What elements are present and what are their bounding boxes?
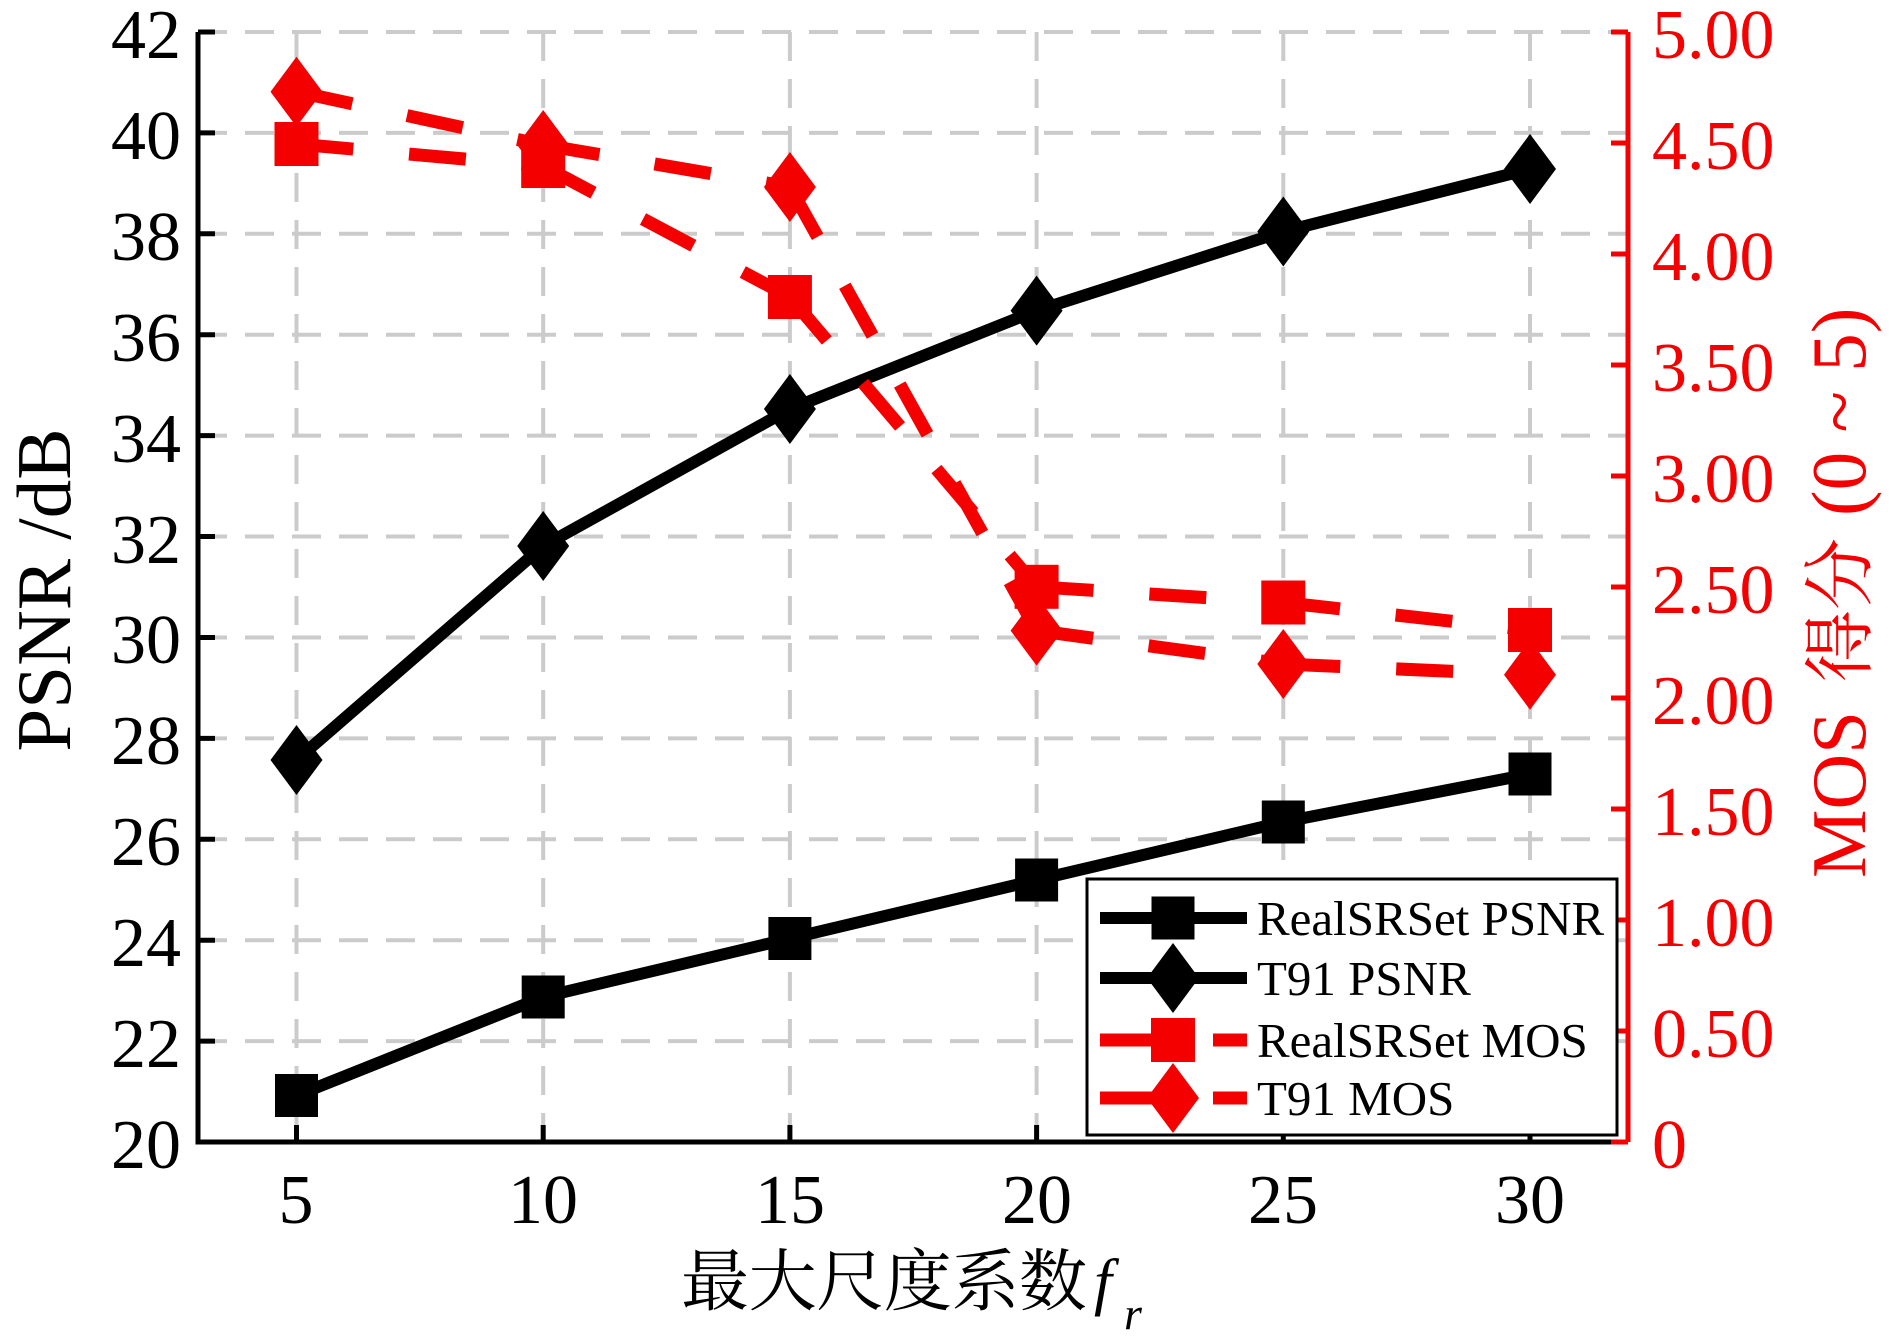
svg-text:T91 MOS: T91 MOS [1257,1071,1454,1126]
svg-text:2.00: 2.00 [1652,663,1775,740]
svg-text:5.00: 5.00 [1652,0,1775,74]
svg-text:10: 10 [508,1162,578,1239]
svg-text:38: 38 [111,199,181,276]
svg-text:0: 0 [1652,1107,1687,1184]
svg-text:MOS: MOS [1796,711,1882,878]
svg-text:PSNR /dB: PSNR /dB [1,428,87,751]
svg-text:30: 30 [1495,1162,1565,1239]
svg-text:36: 36 [111,300,181,377]
svg-text:3.00: 3.00 [1652,441,1775,518]
svg-text:15: 15 [755,1162,825,1239]
svg-text:20: 20 [1002,1162,1072,1239]
svg-text:32: 32 [111,502,181,579]
svg-text:4.00: 4.00 [1652,219,1775,296]
svg-text:(0 ~ 5): (0 ~ 5) [1796,308,1882,516]
svg-text:2.50: 2.50 [1652,552,1775,629]
svg-text:20: 20 [111,1107,181,1184]
svg-text:30: 30 [111,602,181,679]
svg-text:T91 PSNR: T91 PSNR [1257,951,1471,1006]
svg-text:40: 40 [111,98,181,175]
svg-text:RealSRSet PSNR: RealSRSet PSNR [1257,891,1604,946]
svg-text:4.50: 4.50 [1652,108,1775,185]
svg-text:34: 34 [111,401,181,478]
svg-text:3.50: 3.50 [1652,330,1775,407]
svg-text:0.50: 0.50 [1652,996,1775,1073]
svg-text:22: 22 [111,1006,181,1083]
svg-text:24: 24 [111,905,181,982]
svg-text:1.50: 1.50 [1652,774,1775,851]
svg-text:r: r [1124,1288,1143,1336]
svg-text:28: 28 [111,703,181,780]
svg-text:1.00: 1.00 [1652,885,1775,962]
svg-text:42: 42 [111,0,181,74]
svg-text:RealSRSet MOS: RealSRSet MOS [1257,1013,1588,1068]
svg-text:25: 25 [1248,1162,1318,1239]
svg-text:5: 5 [279,1162,314,1239]
svg-text:26: 26 [111,804,181,881]
